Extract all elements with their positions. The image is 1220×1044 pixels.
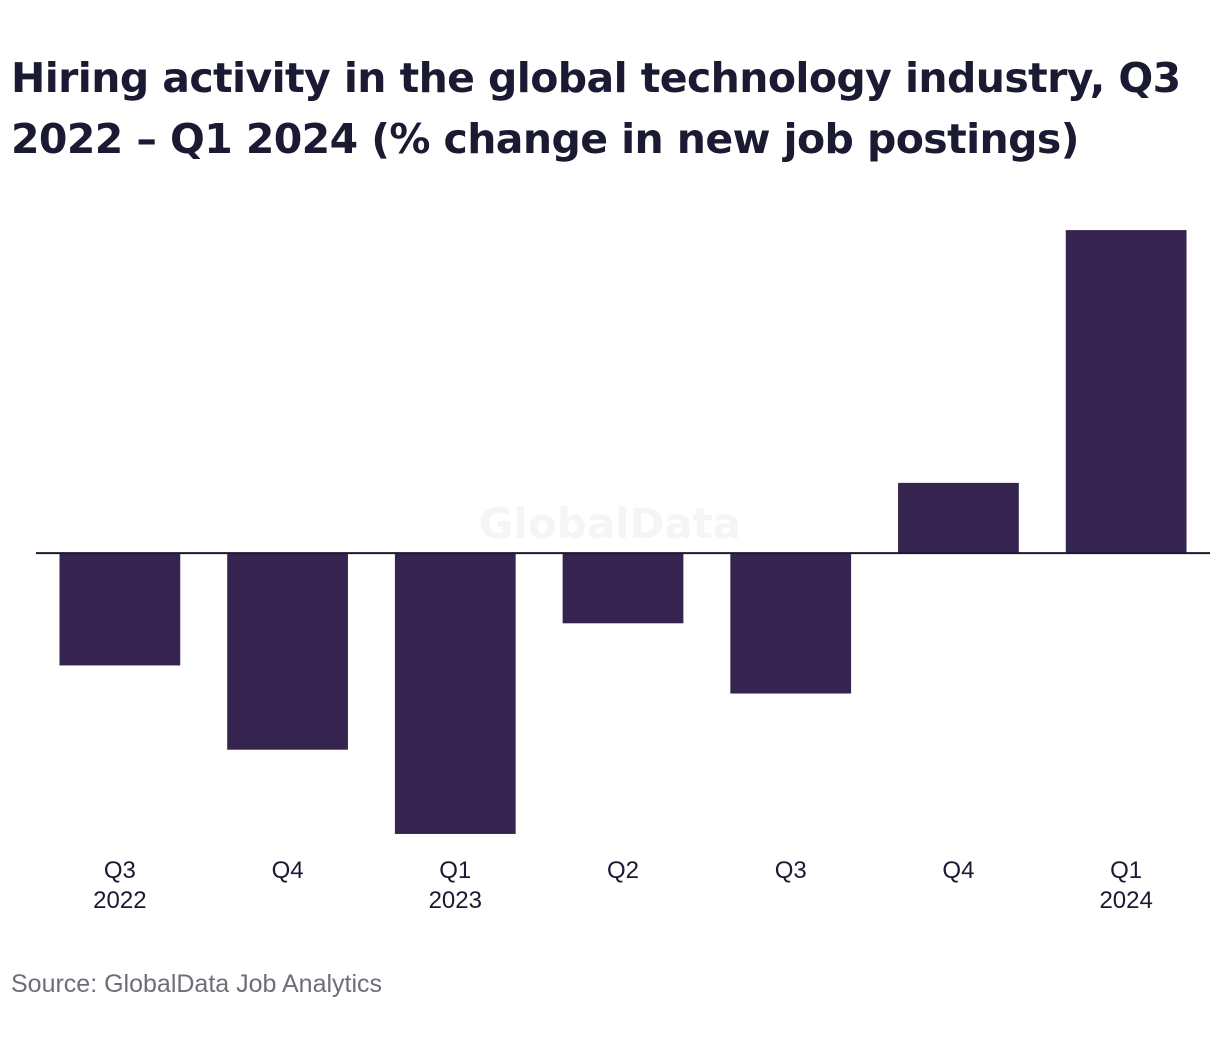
bar-6	[1065, 230, 1187, 554]
x-tick-label-year-0: 2022	[93, 887, 146, 914]
bar-0	[59, 553, 181, 666]
x-tick-label-quarter-6: Q1	[1110, 857, 1142, 884]
chart-title: Hiring activity in the global technology…	[11, 54, 1181, 163]
x-tick-label-year-2: 2023	[429, 887, 482, 914]
x-tick-label-quarter-3: Q2	[607, 857, 639, 884]
x-axis-labels: Q3 2022 Q4 Q1 2023 Q2 Q3 Q4 Q1 2024	[93, 857, 1153, 914]
x-tick-label-quarter-5: Q4	[942, 857, 974, 884]
watermark: GlobalData	[479, 499, 741, 548]
source-note: Source: GlobalData Job Analytics	[11, 970, 383, 998]
x-tick-label-quarter-1: Q4	[272, 857, 304, 884]
x-tick-label-quarter-0: Q3	[104, 857, 136, 884]
x-tick-label-year-6: 2024	[1099, 887, 1152, 914]
bar-5	[898, 482, 1019, 554]
bar-1	[227, 553, 348, 750]
bars-group	[59, 230, 1187, 834]
x-tick-label-quarter-4: Q3	[775, 857, 807, 884]
x-tick-label-quarter-2: Q1	[439, 857, 471, 884]
bar-2	[394, 553, 516, 834]
bar-3	[562, 553, 684, 624]
bar-4	[730, 553, 852, 694]
